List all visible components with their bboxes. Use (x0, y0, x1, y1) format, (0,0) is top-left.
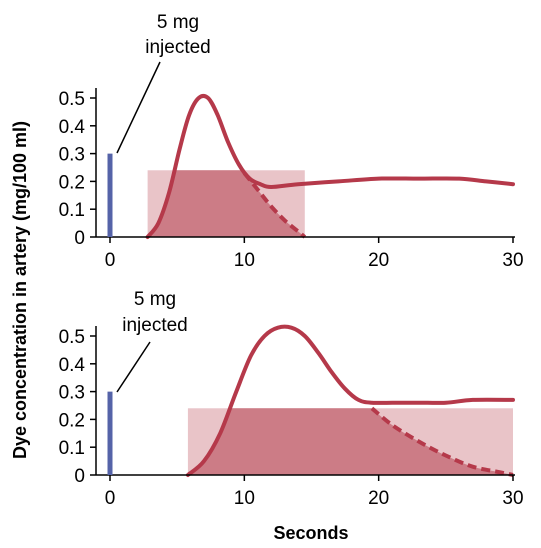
x-tick-label: 20 (368, 250, 389, 271)
x-tick-label: 30 (502, 250, 523, 271)
x-tick-label: 10 (234, 250, 255, 271)
extrapolated-curve (370, 406, 514, 477)
annotation-leader-line (116, 341, 151, 393)
y-tick-label: 0 (74, 466, 85, 487)
concentration-curve (145, 93, 515, 239)
extrapolated-curve (242, 171, 307, 239)
x-tick-label: 0 (105, 488, 116, 509)
y-tick-label: 0.4 (59, 355, 86, 376)
injection-annotation-line1: 5 mg (134, 289, 176, 310)
y-tick-label: 0.3 (59, 145, 85, 166)
injection-annotation-line1: 5 mg (157, 12, 199, 33)
first-pass-area (147, 170, 305, 237)
injection-annotation-line2: injected (145, 37, 211, 58)
injection-annotation-line2: injected (122, 315, 188, 336)
concentration-curve (185, 324, 515, 477)
y-tick-label: 0.3 (59, 383, 85, 404)
y-tick-label: 0.1 (59, 200, 85, 221)
x-axis-title: Seconds (273, 523, 348, 543)
y-tick-label: 0.5 (59, 327, 85, 348)
y-tick-label: 0.1 (59, 438, 85, 459)
x-tick-label: 30 (502, 488, 523, 509)
y-tick-label: 0.4 (59, 117, 86, 138)
annotation-leader-line (116, 61, 161, 154)
y-tick-label: 0 (74, 228, 85, 249)
x-tick-label: 20 (368, 488, 389, 509)
y-tick-label: 0.2 (59, 172, 85, 193)
panel-2: 0 0.1 0.2 0.3 0.4 0.5 0 10 20 30 5 mg injected (59, 289, 524, 509)
y-tick-label: 0.2 (59, 410, 85, 431)
panel-1: 0 0.1 0.2 0.3 0.4 0.5 0 10 20 30 5 mg injected (59, 12, 524, 271)
x-tick-label: 0 (105, 250, 116, 271)
x-tick-label: 10 (234, 488, 255, 509)
first-pass-area (187, 408, 513, 475)
chart-panels: 00.10.20.30.40.50 10 20 305 mginjected00.10… (59, 12, 524, 509)
y-tick-label: 0.5 (59, 89, 85, 110)
y-axis-title: Dye concentration in artery (mg/100 ml) (10, 121, 30, 459)
